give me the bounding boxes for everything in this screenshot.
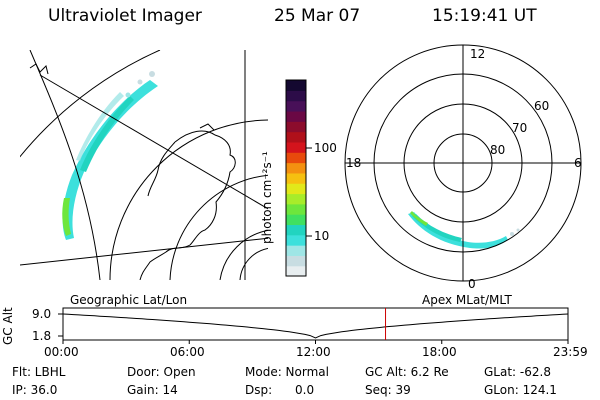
colorbar-segment — [286, 90, 306, 102]
lat-label-80: 80 — [490, 143, 506, 157]
colorbar-label-10: 10 — [314, 229, 330, 243]
instrument-title: Ultraviolet Imager — [48, 6, 202, 26]
mlt-label-6: 6 — [574, 156, 582, 170]
timeline-xtick-1200: 12:00 — [296, 345, 331, 359]
timeline-ytick-top-label: 9.0 — [32, 307, 52, 321]
colorbar-segment — [286, 245, 306, 256]
geographic-map — [20, 50, 268, 280]
status-seq: Seq: 39 — [365, 383, 411, 397]
colorbar-segment — [286, 110, 306, 122]
colorbar-segment — [286, 255, 306, 267]
colorbar-segment — [286, 162, 306, 174]
colorbar-segment — [286, 141, 306, 153]
status-glon: GLon: 124.1 — [484, 383, 557, 397]
status-dsp: Dsp: 0.0 — [245, 383, 315, 397]
status-flt: Flt: LBHL — [12, 365, 66, 379]
colorbar — [286, 80, 306, 277]
colorbar-label-100: 100 — [314, 141, 337, 155]
colorbar-segment — [286, 203, 306, 215]
status-door: Door: Open — [127, 365, 196, 379]
date-label: 25 Mar 07 — [274, 6, 361, 26]
colorbar-segment — [286, 193, 306, 205]
colorbar-segment — [286, 100, 306, 112]
status-mode: Mode: Normal — [245, 365, 329, 379]
timeline-ylabel: GC Alt — [1, 307, 15, 345]
colorbar-segment — [286, 265, 306, 277]
colorbar-frame — [285, 79, 307, 277]
time-label: 15:19:41 UT — [432, 6, 537, 26]
timeline-ytick-bottom-label: 1.8 — [32, 329, 52, 343]
colorbar-segment — [286, 121, 306, 133]
colorbar-segment — [286, 172, 306, 184]
polar-plot — [344, 44, 582, 282]
colorbar-segment — [286, 152, 306, 164]
colorbar-segment — [286, 234, 306, 246]
timeline — [58, 307, 569, 344]
colorbar-segment — [286, 224, 306, 236]
timeline-frame — [62, 307, 569, 341]
status-ip: IP: 36.0 — [12, 383, 58, 397]
status-glat: GLat: -62.8 — [484, 365, 551, 379]
colorbar-segment — [286, 80, 306, 91]
geographic-label: Geographic Lat/Lon — [70, 293, 188, 307]
colorbar-segment — [286, 183, 306, 195]
timeline-xtick-0000: 00:00 — [44, 345, 79, 359]
apex-label: Apex MLat/MLT — [422, 293, 512, 307]
timeline-xtick-1800: 18:00 — [422, 345, 457, 359]
colorbar-unit-label: photon cm⁻²s⁻¹ — [260, 151, 274, 244]
mlt-label-12: 12 — [470, 47, 486, 61]
mlt-label-0: 0 — [468, 277, 476, 291]
mlt-label-18: 18 — [346, 156, 362, 170]
lat-label-60: 60 — [534, 99, 550, 113]
colorbar-segment — [286, 131, 306, 143]
timeline-xtick-0600: 06:00 — [170, 345, 205, 359]
status-gcalt: GC Alt: 6.2 Re — [365, 365, 449, 379]
altitude-curve — [62, 313, 569, 339]
timeline-xtick-2359: 23:59 — [553, 345, 588, 359]
colorbar-segment — [286, 214, 306, 226]
aurora-band-left — [62, 71, 158, 240]
lat-label-70: 70 — [512, 121, 528, 135]
status-gain: Gain: 14 — [127, 383, 178, 397]
